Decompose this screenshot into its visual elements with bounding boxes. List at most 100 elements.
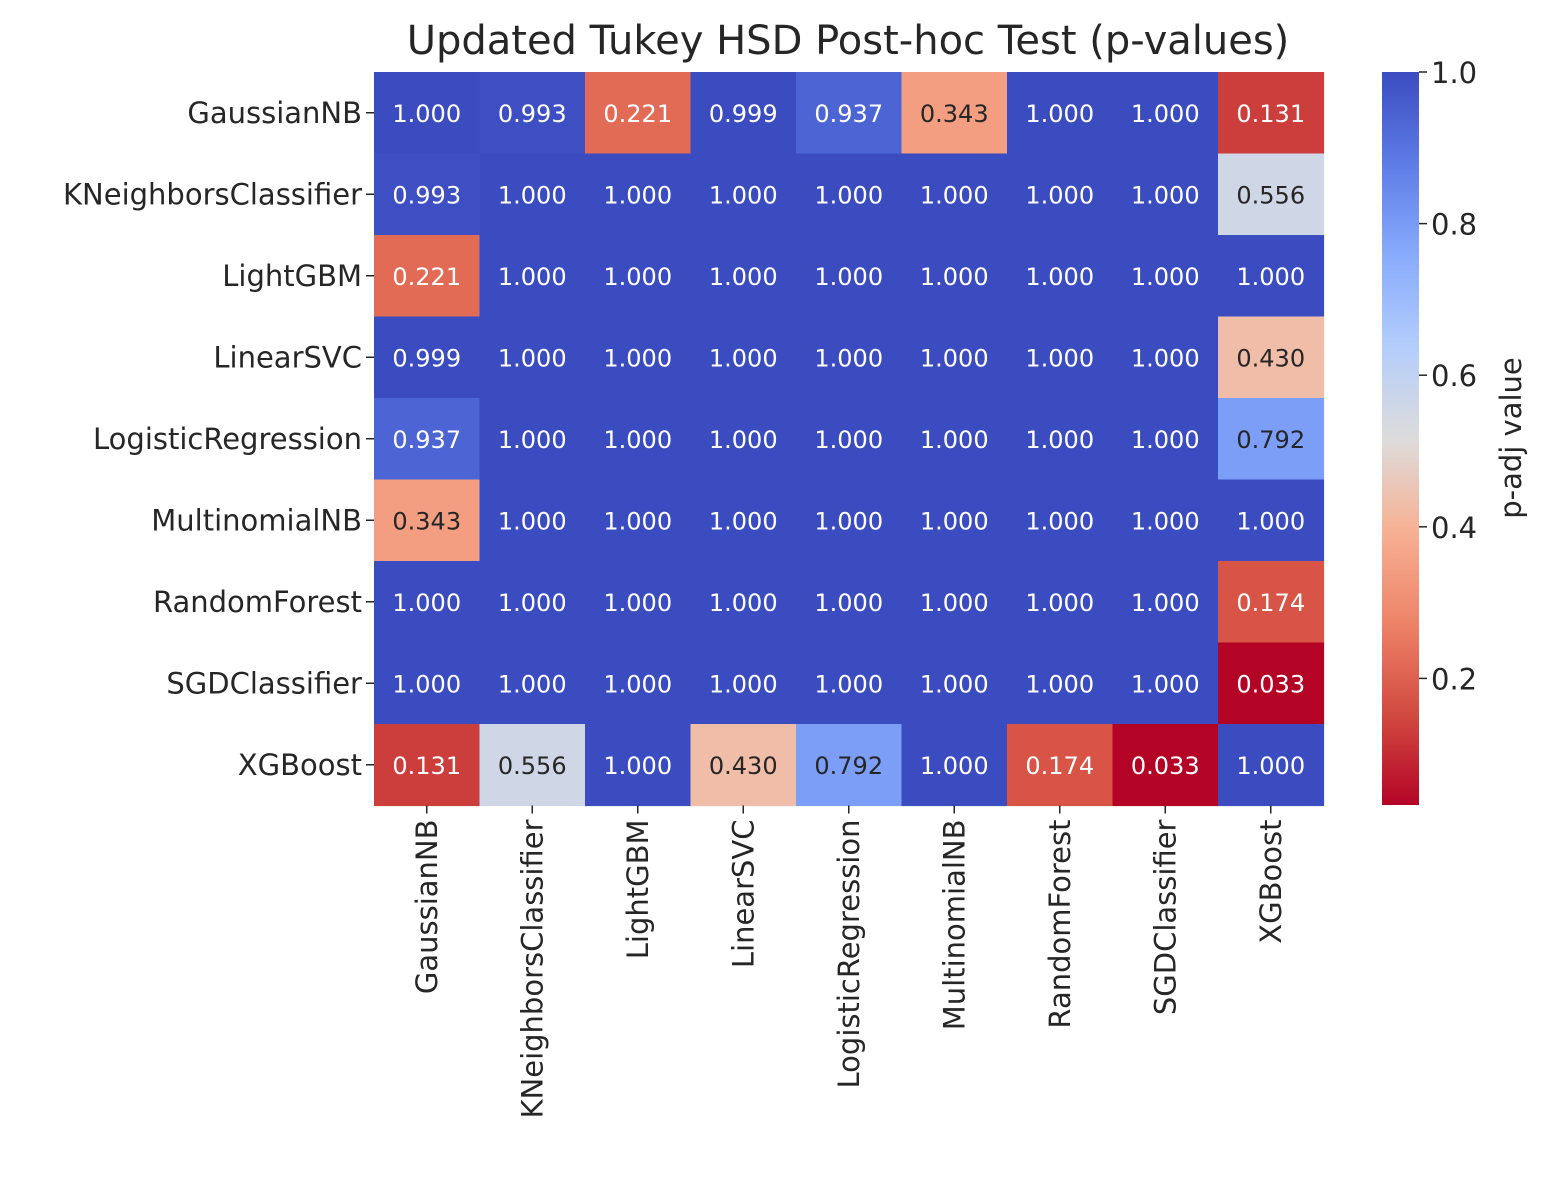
heatmap-cell (479, 153, 586, 236)
heatmap-cell (479, 561, 586, 644)
heatmap-cell (585, 724, 692, 807)
cell-value-label: 1.000 (603, 181, 672, 209)
cell-value-label: 1.000 (920, 263, 989, 291)
colorbar-label: p-adj value (1494, 357, 1528, 519)
cell-value-label: 1.000 (603, 507, 672, 535)
heatmap-cell (1007, 724, 1114, 807)
cell-value-label: 1.000 (1025, 589, 1094, 617)
heatmap-cell (374, 561, 481, 644)
cell-value-label: 0.430 (709, 752, 778, 780)
heatmap-cell (479, 235, 586, 318)
heatmap-cell (690, 642, 797, 725)
cell-value-label: 1.000 (1131, 426, 1200, 454)
cell-value-label: 1.000 (603, 344, 672, 372)
heatmap-cell (901, 479, 1008, 562)
cell-value-label: 1.000 (1236, 752, 1305, 780)
heatmap-cell (690, 235, 797, 318)
y-axis: GaussianNB KNeighborsClassifier LightGBM Li… (63, 96, 374, 782)
cell-value-label: 1.000 (392, 670, 461, 698)
cell-value-label: 1.000 (1131, 263, 1200, 291)
heatmap-cell (1218, 642, 1325, 725)
heatmap-cell (585, 479, 692, 562)
heatmap-cell (1218, 153, 1325, 236)
cell-value-label: 1.000 (920, 589, 989, 617)
cell-value-label: 0.221 (603, 100, 672, 128)
heatmap-cell (1112, 398, 1219, 481)
cell-value-label: 0.343 (392, 507, 461, 535)
cell-value-label: 1.000 (709, 426, 778, 454)
heatmap-cell (1112, 642, 1219, 725)
heatmap-cell (1218, 235, 1325, 318)
heatmap-cell (796, 479, 903, 562)
heatmap-cell (1007, 642, 1114, 725)
cell-value-label: 1.000 (1131, 181, 1200, 209)
heatmap-cell (796, 398, 903, 481)
heatmap-cell (690, 72, 797, 155)
heatmap-cell (585, 235, 692, 318)
cell-value-label: 1.000 (392, 589, 461, 617)
cell-value-label: 0.937 (392, 426, 461, 454)
cell-value-label: 1.000 (1025, 100, 1094, 128)
x-tick-label: MultinomialNB (937, 820, 971, 1031)
cell-value-label: 1.000 (814, 589, 883, 617)
cell-value-label: 1.000 (920, 344, 989, 372)
cell-value-label: 0.999 (709, 100, 778, 128)
heatmap-cell (1007, 398, 1114, 481)
cell-value-label: 1.000 (814, 670, 883, 698)
heatmap-cell (1112, 724, 1219, 807)
heatmap-cell (1007, 72, 1114, 155)
cell-value-label: 0.430 (1236, 344, 1305, 372)
cell-value-label: 1.000 (1236, 263, 1305, 291)
cell-value-label: 0.033 (1131, 752, 1200, 780)
heatmap-cell (1007, 235, 1114, 318)
cell-value-label: 0.999 (392, 344, 461, 372)
cell-value-label: 1.000 (498, 344, 567, 372)
cell-value-label: 1.000 (392, 100, 461, 128)
heatmap-cell (796, 72, 903, 155)
heatmap-cell (479, 479, 586, 562)
heatmap-cell (585, 72, 692, 155)
x-tick-label: LogisticRegression (832, 820, 866, 1089)
heatmap-cell (796, 642, 903, 725)
heatmap-cell (479, 316, 586, 399)
heatmap-cell (479, 724, 586, 807)
x-tick-label: KNeighborsClassifier (515, 819, 549, 1118)
heatmap-cell (901, 235, 1008, 318)
heatmap-cell (1007, 561, 1114, 644)
y-tick-label: KNeighborsClassifier (63, 177, 362, 211)
heatmap-cell (1218, 72, 1325, 155)
cell-value-label: 0.131 (392, 752, 461, 780)
cell-value-label: 1.000 (498, 263, 567, 291)
heatmap-cell (690, 561, 797, 644)
cell-value-label: 0.792 (1236, 426, 1305, 454)
heatmap-cell (901, 153, 1008, 236)
cell-value-label: 1.000 (814, 181, 883, 209)
heatmap-cell (585, 398, 692, 481)
heatmap-cell (374, 235, 481, 318)
heatmap-cell (796, 724, 903, 807)
cell-value-label: 1.000 (1025, 344, 1094, 372)
y-tick-label: LogisticRegression (93, 422, 362, 456)
heatmap-cell (901, 561, 1008, 644)
cell-value-label: 1.000 (920, 670, 989, 698)
cell-value-label: 1.000 (498, 507, 567, 535)
cell-value-label: 1.000 (603, 263, 672, 291)
cell-value-label: 1.000 (1025, 670, 1094, 698)
heatmap-cell (1218, 724, 1325, 807)
chart-title: Updated Tukey HSD Post-hoc Test (p-value… (407, 18, 1290, 64)
heatmap-cell (901, 724, 1008, 807)
cell-value-label: 0.221 (392, 263, 461, 291)
cell-value-label: 0.174 (1236, 589, 1305, 617)
cell-value-label: 0.033 (1236, 670, 1305, 698)
cell-value-label: 1.000 (603, 426, 672, 454)
cell-value-label: 1.000 (1131, 344, 1200, 372)
cell-value-label: 1.000 (920, 752, 989, 780)
heatmap-cell (374, 72, 481, 155)
heatmap-cell (585, 153, 692, 236)
cell-value-label: 1.000 (709, 344, 778, 372)
cell-value-label: 1.000 (709, 670, 778, 698)
heatmap-cell (1218, 561, 1325, 644)
heatmap-cell (690, 153, 797, 236)
heatmap-cell (1112, 235, 1219, 318)
